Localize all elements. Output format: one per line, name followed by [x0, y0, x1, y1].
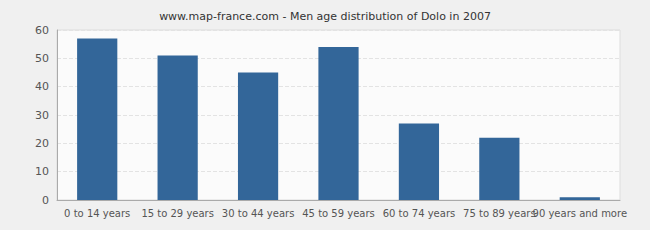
svg-text:0 to 14 years: 0 to 14 years: [64, 208, 130, 219]
svg-text:10: 10: [35, 165, 49, 178]
svg-text:15 to 29 years: 15 to 29 years: [141, 208, 214, 219]
svg-text:40: 40: [35, 80, 49, 93]
svg-text:60: 60: [35, 24, 49, 37]
svg-text:90 years and more: 90 years and more: [533, 208, 628, 219]
svg-text:www.map-france.com - Men age d: www.map-france.com - Men age distributio…: [159, 10, 491, 23]
svg-text:45 to 59 years: 45 to 59 years: [302, 208, 375, 219]
svg-text:50: 50: [35, 52, 49, 65]
svg-text:30: 30: [35, 109, 49, 122]
svg-text:30 to 44 years: 30 to 44 years: [222, 208, 295, 219]
svg-text:60 to 74 years: 60 to 74 years: [383, 208, 456, 219]
svg-text:0: 0: [42, 194, 49, 207]
svg-text:75 to 89 years: 75 to 89 years: [463, 208, 536, 219]
svg-text:20: 20: [35, 137, 49, 150]
